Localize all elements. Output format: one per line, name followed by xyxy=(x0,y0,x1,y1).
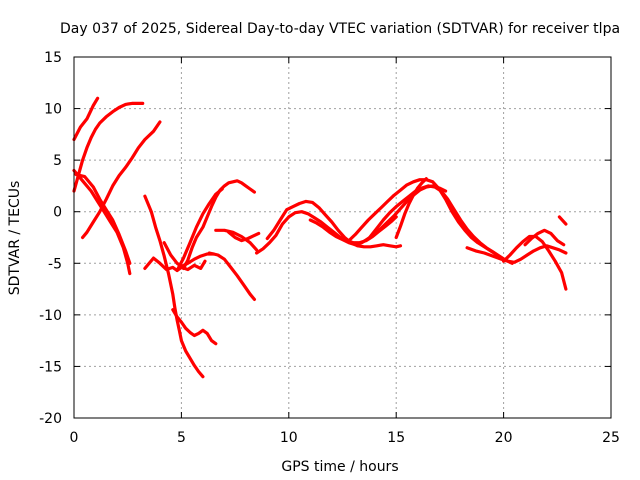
y-tick-label: 10 xyxy=(44,102,62,118)
y-tick-label: -15 xyxy=(39,359,62,375)
chart-title: Day 037 of 2025, Sidereal Day-to-day VTE… xyxy=(60,21,620,37)
y-tick-label: -5 xyxy=(48,256,62,272)
x-axis-title: GPS time / hours xyxy=(281,459,398,475)
y-axis-title: SDTVAR / TECUs xyxy=(7,181,23,296)
y-tick-label: -20 xyxy=(39,411,62,427)
series-arc-12 xyxy=(207,251,256,301)
x-tick-label: 25 xyxy=(602,430,620,446)
axis-layer: 0 5 10 15 20 25 -20 -15 -10 -5 0 5 10 15 xyxy=(39,50,620,446)
series-arc-19 xyxy=(368,184,514,265)
x-tick-label: 5 xyxy=(177,430,186,446)
plot-frame xyxy=(73,56,612,419)
y-tick-label: 15 xyxy=(44,50,62,66)
series-arc-14 xyxy=(227,230,261,243)
x-tick-label: 20 xyxy=(495,430,513,446)
series-arc-13 xyxy=(214,228,259,252)
series-arc-21 xyxy=(465,244,568,264)
series-arc-23 xyxy=(523,228,566,247)
series-arc-24 xyxy=(557,215,568,226)
series-arc-11 xyxy=(175,187,224,273)
series-arc-3 xyxy=(81,120,162,240)
series-arc-1 xyxy=(72,96,100,142)
series-arc-5 xyxy=(74,173,132,265)
y-tick-label: 5 xyxy=(53,153,62,169)
x-tick-label: 15 xyxy=(387,430,405,446)
x-tick-label: 10 xyxy=(280,430,298,446)
series-arc-8 xyxy=(171,308,218,346)
y-tick-label: 0 xyxy=(53,205,62,221)
x-tick-label: 0 xyxy=(70,430,79,446)
series-arc-16 xyxy=(265,199,403,249)
y-tick-label: -10 xyxy=(39,308,62,324)
series-arc-20 xyxy=(394,177,428,240)
series-layer xyxy=(72,96,568,379)
series-arc-2 xyxy=(72,101,145,193)
